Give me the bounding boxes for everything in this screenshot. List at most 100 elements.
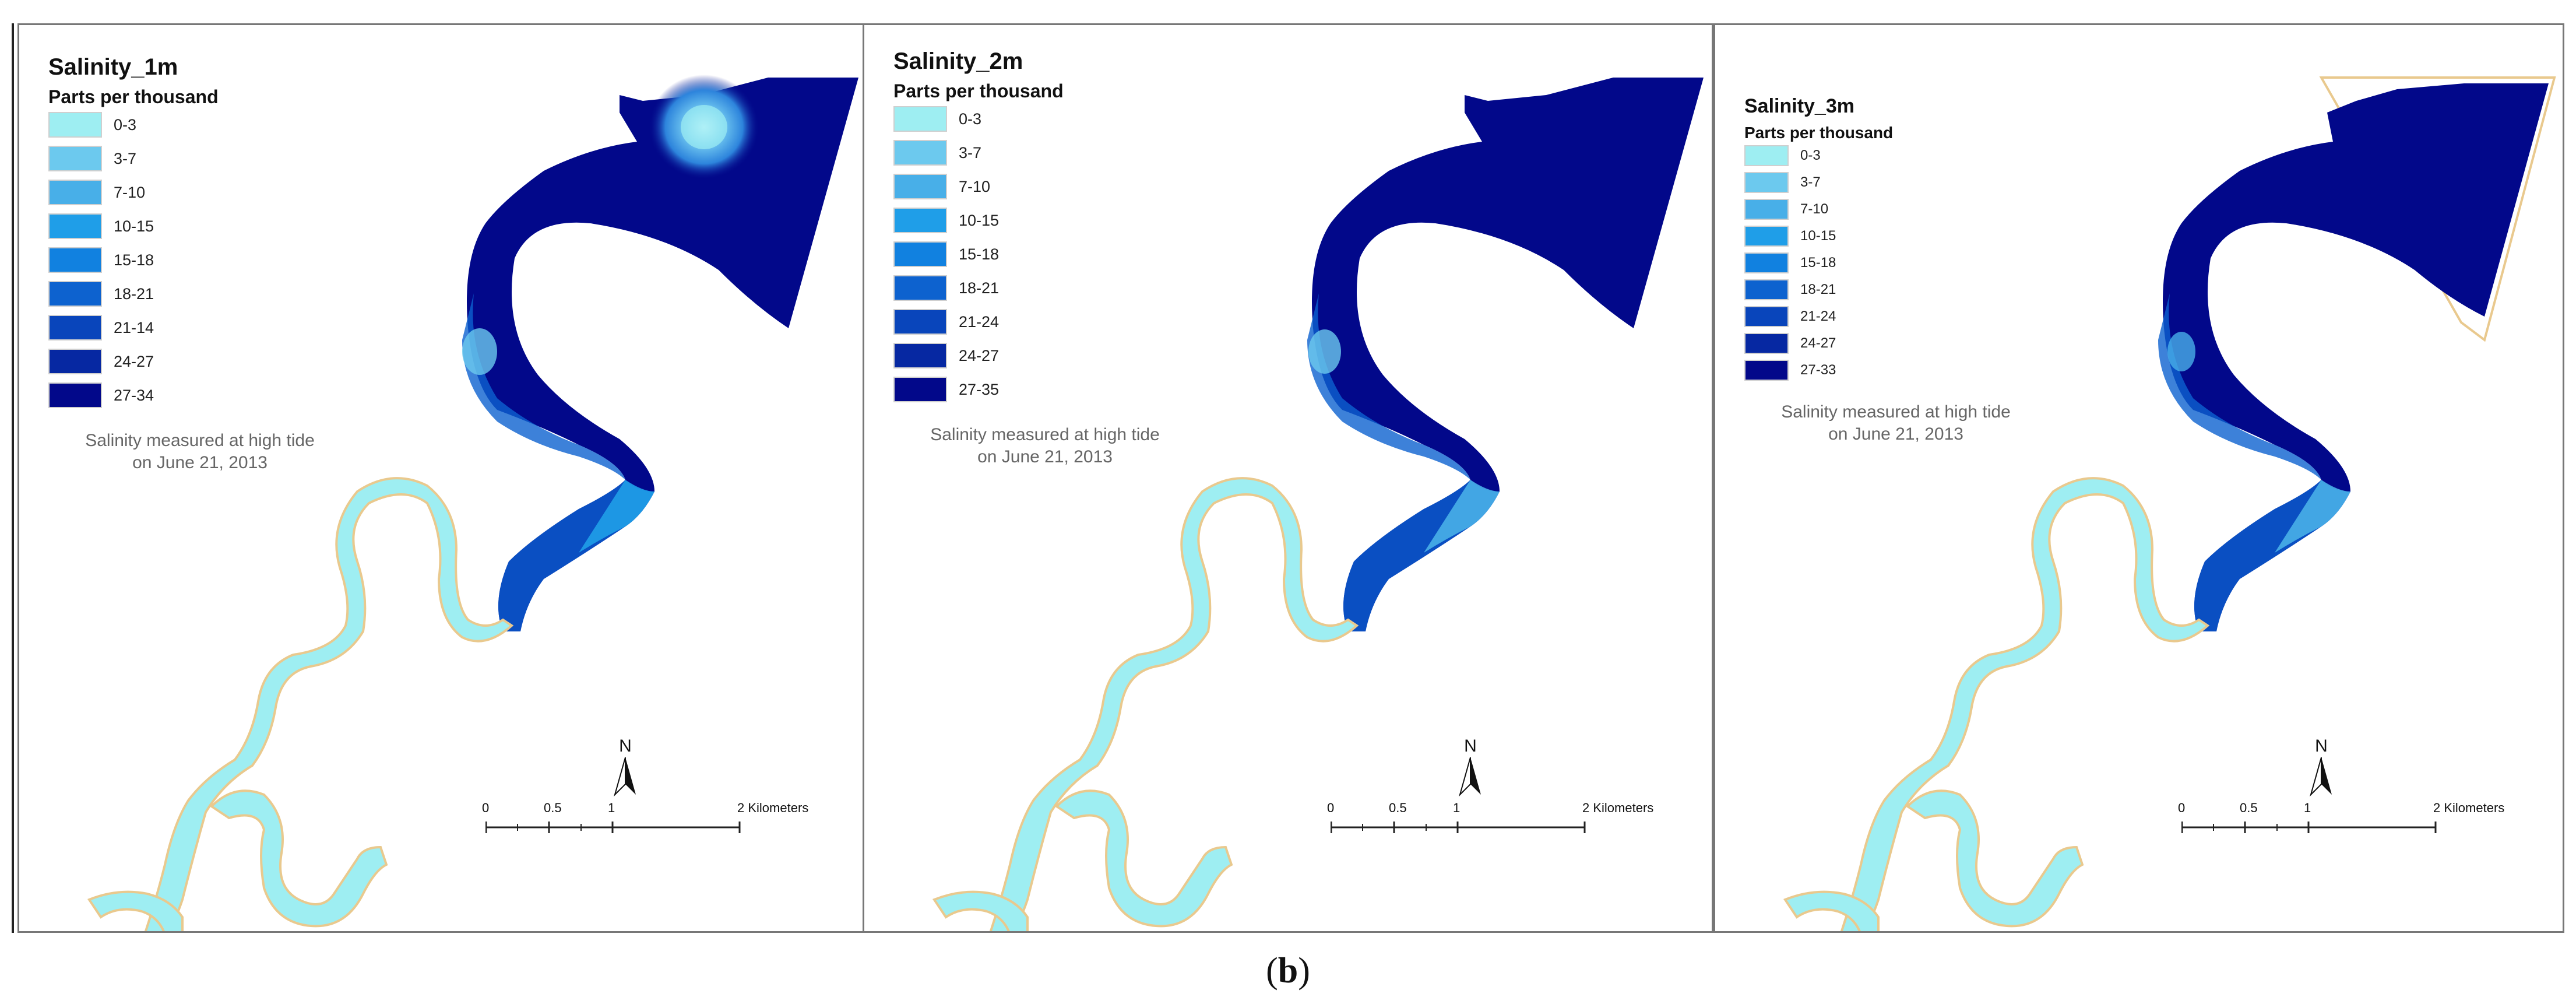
legend-swatch [48,315,102,340]
legend-item: 0-3 [893,102,1196,136]
scale-bar-line [1331,822,1586,833]
legend-label: 10-15 [114,217,154,235]
legend-label: 10-15 [959,211,1000,229]
legend-swatch [48,213,102,239]
legend-label: 7-10 [1800,201,1829,217]
legend-swatch [48,146,102,171]
legend-swatch [1744,226,1789,247]
note-line-2: on June 21, 2013 [1828,424,1963,444]
legend-item: 10-15 [1744,223,2047,250]
north-label: N [1464,736,1477,756]
legend-swatch [1744,333,1789,354]
north-arrow-icon [1459,757,1481,797]
upstream-river [144,477,514,931]
note-line-1: Salinity measured at high tide [85,431,315,450]
scale-label-1: 1 [1453,801,1461,815]
note-line-2: on June 21, 2013 [132,453,268,472]
far-upstream [932,890,1029,931]
legend-swatch [1744,172,1789,193]
legend-item: 27-35 [893,373,1196,406]
note-line-2: on June 21, 2013 [977,447,1113,466]
legend-2: Salinity_2m Parts per thousand 0-3 3-7 7-1… [893,48,1196,468]
legend-item: 18-21 [893,271,1196,305]
legend-label: 21-24 [959,313,1000,331]
legend-label: 0-3 [1800,148,1821,163]
legend-title: Salinity_2m [893,48,1023,74]
legend-label: 18-21 [1800,282,1836,297]
legend-swatch [893,377,947,402]
legend-label: 0-3 [959,110,982,128]
legend-item: 15-18 [893,237,1196,271]
lower-meander [209,789,388,928]
legend-item: 18-21 [1744,276,2047,303]
legend-item: 10-15 [893,203,1196,237]
legend-swatch [1744,145,1789,166]
legend-swatch [893,140,947,166]
scale-label-05: 0.5 [2240,801,2258,815]
legend-item: 3-7 [1744,169,2047,196]
legend-label: 10-15 [1800,228,1836,244]
left-rule [12,23,14,933]
legend-item: 21-24 [1744,303,2047,330]
note-line-1: Salinity measured at high tide [930,425,1160,444]
estuary-map-3 [1783,76,2556,931]
upstream-river [989,477,1359,931]
scale-label-0: 0 [2178,801,2186,815]
scale-label-0: 0 [482,801,490,815]
scale-label-1: 1 [2304,801,2311,815]
legend-item: 18-21 [48,277,351,311]
legend-swatch [48,382,102,408]
legend-title: Salinity_3m [1744,95,1854,117]
map-panel-3: Salinity_3m Parts per thousand 0-3 3-7 7-1… [1713,23,2564,933]
legend-item: 21-24 [893,305,1196,339]
legend-label: 15-18 [114,251,154,269]
north-arrow: N [608,736,643,800]
legend-swatch [1744,360,1789,381]
legend-label: 3-7 [959,143,982,162]
legend-items: 0-3 3-7 7-10 10-15 15-18 18-21 21-24 24-27 27-33 [1744,142,2047,384]
legend-swatch [893,275,947,301]
legend-label: 0-3 [114,115,137,134]
legend-label: 15-18 [959,245,1000,263]
legend-1: Salinity_1m Parts per thousand 0-3 3-7 7-1… [48,54,351,474]
legend-swatch [1744,306,1789,327]
legend-item: 7-10 [1744,196,2047,223]
estuary-basin [2163,83,2549,631]
legend-label: 7-10 [959,177,991,195]
estuary-basin [1312,78,1704,631]
lower-meander [1905,789,2084,928]
legend-swatch [48,112,102,138]
legend-item: 0-3 [1744,142,2047,169]
legend-note: Salinity measured at high tide on June 2… [48,430,351,474]
north-arrow: N [1453,736,1488,800]
legend-swatch [48,180,102,205]
scale-label-0: 0 [1327,801,1335,815]
legend-swatch [893,174,947,199]
legend-swatch [893,309,947,335]
legend-swatch [1744,199,1789,220]
legend-swatch [48,247,102,273]
legend-label: 15-18 [1800,255,1836,271]
legend-label: 27-35 [959,380,1000,398]
map-panel-2: Salinity_2m Parts per thousand 0-3 3-7 7-1… [863,23,1713,933]
scale-label-1: 1 [608,801,615,815]
legend-subtitle: Parts per thousand [1744,124,1894,142]
legend-item: 24-27 [1744,330,2047,357]
note-line-1: Salinity measured at high tide [1781,402,2011,422]
legend-swatch [893,343,947,368]
legend-label: 27-33 [1800,362,1836,378]
north-label: N [2315,736,2328,756]
legend-item: 24-27 [893,339,1196,373]
far-upstream [1783,890,1880,931]
legend-item: 3-7 [48,142,351,175]
legend-items: 0-3 3-7 7-10 10-15 15-18 18-21 21-14 24-27 27-34 [48,108,351,412]
legend-item: 15-18 [1744,250,2047,276]
legend-label: 21-24 [1800,308,1836,324]
estuary-basin [467,78,858,631]
scale-label-2: 2 Kilometers [2433,801,2505,815]
legend-label: 3-7 [114,149,137,167]
north-label: N [619,736,632,756]
legend-3: Salinity_3m Parts per thousand 0-3 3-7 7-1… [1744,95,2047,445]
legend-item: 27-33 [1744,357,2047,384]
legend-item: 3-7 [893,136,1196,170]
